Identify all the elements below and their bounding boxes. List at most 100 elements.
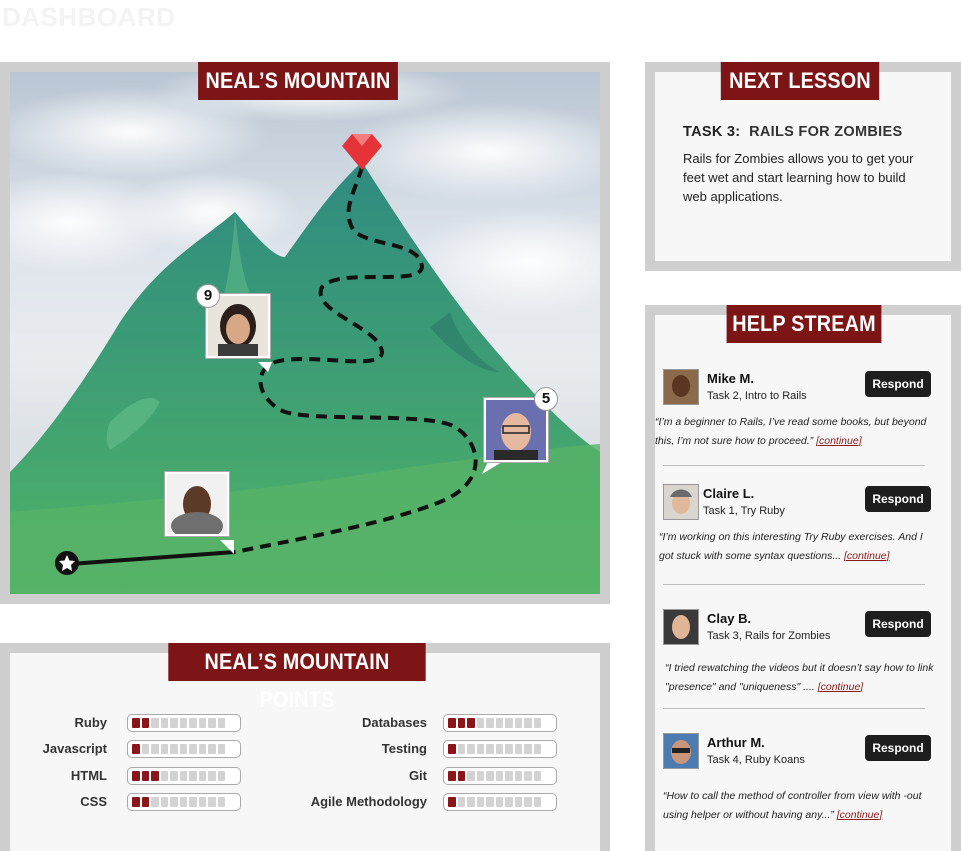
points-badge-right: 5	[534, 387, 558, 411]
meter-segment	[160, 744, 168, 754]
mountain-scene: 9 5	[10, 72, 600, 594]
skill-label: Git	[408, 768, 427, 783]
meter-segment	[151, 744, 159, 754]
meter-segment	[524, 797, 532, 807]
next-lesson-title: NEXT LESSON	[720, 62, 880, 100]
page-title: DASHBOARD	[2, 2, 176, 32]
meter-segment	[524, 744, 532, 754]
meter-segment	[132, 744, 140, 754]
start-star-icon	[55, 551, 79, 575]
mountain-panel: 9 5 NEAL’S MOUNTAIN	[0, 62, 610, 604]
meter-segment	[179, 744, 187, 754]
help-name[interactable]: Claire L.	[703, 486, 755, 501]
meter-segment	[217, 744, 225, 754]
help-name[interactable]: Clay B.	[707, 611, 752, 626]
meter-segment	[189, 718, 197, 728]
respond-button[interactable]: Respond	[865, 735, 931, 761]
meter-segment	[505, 797, 513, 807]
meter-segment	[495, 718, 503, 728]
meter-segment	[160, 797, 168, 807]
meter-segment	[457, 771, 465, 781]
meter-segment	[514, 718, 522, 728]
avatar-bottom[interactable]	[165, 472, 229, 536]
skill-meter	[443, 793, 557, 811]
avatar-right[interactable]	[484, 398, 548, 462]
avatar[interactable]	[663, 609, 699, 645]
skill-label: Ruby	[74, 715, 108, 730]
help-item: Claire L. Task 1, Try Ruby Respond “I’m …	[659, 484, 933, 594]
meter-segment	[514, 797, 522, 807]
help-quote: “I tried rewatching the videos but it do…	[665, 662, 934, 693]
meter-segment	[189, 771, 197, 781]
meter-segment	[467, 797, 475, 807]
meter-segment	[208, 718, 216, 728]
help-name[interactable]: Arthur M.	[707, 735, 765, 750]
meter-segment	[151, 771, 159, 781]
skill-meter	[127, 767, 241, 785]
next-lesson-panel: NEXT LESSON TASK 3: RAILS FOR ZOMBIES Ra…	[645, 62, 961, 271]
meter-segment	[514, 744, 522, 754]
meter-segment	[160, 718, 168, 728]
avatar[interactable]	[663, 733, 699, 769]
meter-segment	[533, 718, 541, 728]
respond-button[interactable]: Respond	[865, 371, 931, 397]
mountain-title: NEAL’S MOUNTAIN	[198, 62, 398, 100]
meter-segment	[495, 771, 503, 781]
skill-label: Javascript	[42, 741, 107, 756]
respond-button[interactable]: Respond	[865, 486, 931, 512]
help-stream-title: HELP STREAM	[726, 305, 882, 343]
lesson-task[interactable]: TASK 3: RAILS FOR ZOMBIES	[683, 124, 902, 140]
help-task: Task 1, Try Ruby	[703, 505, 785, 517]
meter-segment	[524, 771, 532, 781]
meter-segment	[486, 771, 494, 781]
continue-link[interactable]: [continue]	[844, 549, 890, 562]
help-quote: “I’m working on this interesting Try Rub…	[659, 531, 923, 562]
help-task: Task 4, Ruby Koans	[707, 754, 805, 766]
lesson-task-label: TASK 3:	[683, 124, 741, 140]
continue-link[interactable]: [continue]	[817, 680, 864, 693]
meter-segment	[457, 744, 465, 754]
meter-segment	[457, 797, 465, 807]
skill-meter	[443, 767, 557, 785]
continue-link[interactable]: [continue]	[816, 434, 862, 447]
meter-segment	[467, 771, 475, 781]
meter-segment	[208, 797, 216, 807]
meter-segment	[189, 744, 197, 754]
avatar[interactable]	[663, 484, 699, 520]
meter-segment	[448, 718, 456, 728]
skill-label: Databases	[361, 715, 427, 730]
meter-segment	[524, 718, 532, 728]
divider	[663, 465, 925, 466]
divider	[663, 584, 925, 585]
meter-segment	[533, 797, 541, 807]
meter-segment	[198, 797, 206, 807]
meter-segment	[141, 744, 149, 754]
help-task: Task 3, Rails for Zombies	[707, 630, 831, 642]
help-item: Arthur M. Task 4, Ruby Koans Respond “Ho…	[663, 733, 933, 843]
meter-segment	[179, 771, 187, 781]
points-title: NEAL’S MOUNTAIN POINTS	[168, 643, 426, 712]
avatar[interactable]	[663, 369, 699, 405]
meter-segment	[514, 771, 522, 781]
help-quote: “I’m a beginner to Rails, I’ve read some…	[655, 416, 927, 447]
skill-label: Agile Methodology	[310, 794, 427, 809]
meter-segment	[467, 744, 475, 754]
meter-segment	[505, 718, 513, 728]
continue-link[interactable]: [continue]	[836, 808, 883, 821]
meter-segment	[141, 718, 149, 728]
respond-button[interactable]: Respond	[865, 611, 931, 637]
meter-segment	[141, 797, 149, 807]
meter-segment	[495, 797, 503, 807]
avatar-upper[interactable]	[206, 294, 270, 358]
meter-segment	[160, 771, 168, 781]
meter-segment	[448, 771, 456, 781]
meter-segment	[476, 771, 484, 781]
help-item: Clay B. Task 3, Rails for Zombies Respon…	[663, 609, 933, 719]
meter-segment	[132, 797, 140, 807]
help-name[interactable]: Mike M.	[707, 371, 754, 386]
meter-segment	[179, 718, 187, 728]
skill-meter	[127, 714, 241, 732]
meter-segment	[486, 744, 494, 754]
help-stream-panel: HELP STREAM Mike M. Task 2, Intro to Rai…	[645, 305, 961, 851]
lesson-task-name: RAILS FOR ZOMBIES	[749, 124, 903, 140]
